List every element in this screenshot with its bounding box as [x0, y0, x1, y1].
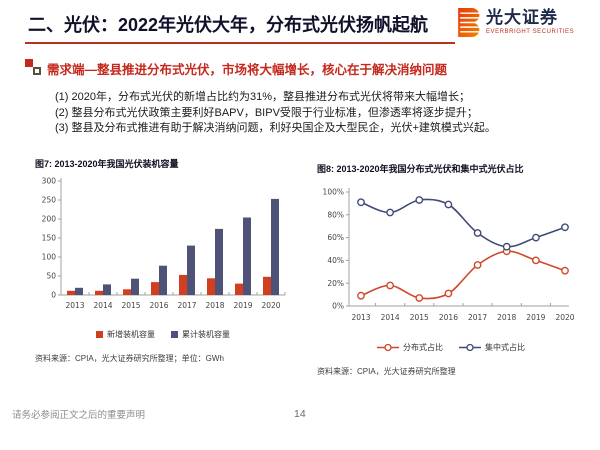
svg-text:2014: 2014	[381, 313, 400, 322]
svg-text:2013: 2013	[65, 301, 84, 310]
legend-label: 累计装机容量	[182, 330, 230, 339]
legend-label: 集中式占比	[485, 343, 525, 352]
page-title: 二、光伏：2022年光伏大年，分布式光伏扬帆起航	[28, 15, 429, 35]
svg-text:100%: 100%	[323, 188, 344, 197]
figure-7-legend: 新增装机容量 累计装机容量	[35, 329, 291, 340]
title-underline	[25, 42, 455, 44]
legend-swatch-icon	[96, 331, 103, 338]
svg-text:2014: 2014	[93, 301, 112, 310]
svg-text:200: 200	[42, 215, 57, 224]
legend-item: 集中式占比	[459, 342, 525, 353]
figure-7-title: 图7: 2013-2020年我国光伏装机容量	[35, 159, 179, 169]
svg-text:100: 100	[42, 253, 57, 262]
logo-company-name-en: EVERBRIGHT SECURITIES	[486, 29, 575, 35]
svg-text:2013: 2013	[351, 313, 370, 322]
svg-text:2015: 2015	[410, 313, 429, 322]
overlap-squares-icon	[25, 59, 41, 75]
svg-text:50: 50	[46, 272, 56, 281]
page-number: 14	[294, 408, 306, 420]
svg-text:250: 250	[42, 196, 57, 205]
svg-text:80%: 80%	[327, 210, 344, 219]
svg-text:2016: 2016	[149, 301, 168, 310]
legend-swatch-icon	[377, 343, 399, 352]
svg-text:20%: 20%	[327, 279, 344, 288]
legend-label: 分布式占比	[403, 343, 443, 352]
logo-text-block: 光大证券 EVERBRIGHT SECURITIES	[486, 8, 574, 35]
legend-swatch-icon	[459, 343, 481, 352]
footer-disclaimer: 请务必参阅正文之后的重要声明	[12, 410, 146, 421]
bullet-point-2: (2) 整县分布式光伏政策主要利好BAPV，BIPV受限于行业标准，但渗透率将逐…	[55, 106, 478, 119]
svg-text:2018: 2018	[205, 301, 224, 310]
logo-company-name: 光大证券	[486, 8, 558, 27]
bar-chart-pv-capacity: 0 50 100 150 200 250 300 2013 2014 2015 2016 2017 20…	[42, 177, 286, 310]
figure-7-source: 资料来源：CPIA，光大证券研究所整理；单位：GWh	[35, 354, 224, 363]
svg-text:300: 300	[42, 177, 57, 186]
figure-8-title: 图8: 2013-2020年我国分布式光伏和集中式光伏占比	[317, 164, 524, 174]
svg-text:60%: 60%	[327, 233, 344, 242]
svg-text:2020: 2020	[555, 313, 574, 322]
svg-text:2015: 2015	[121, 301, 140, 310]
legend-swatch-icon	[171, 331, 178, 338]
section-heading: 需求端—整县推进分布式光伏，市场将大幅增长，核心在于解决消纳问题	[47, 63, 448, 77]
svg-text:2017: 2017	[468, 313, 487, 322]
bullet-list: (1) 2020年，分布式光伏的新增占比约为31%，整县推进分布式光伏将带来大幅…	[55, 90, 575, 137]
svg-text:150: 150	[42, 234, 57, 243]
svg-text:2017: 2017	[177, 301, 196, 310]
svg-text:2016: 2016	[439, 313, 458, 322]
figure-8-source: 资料来源：CPIA，光大证券研究所整理	[317, 367, 456, 376]
legend-label: 新增装机容量	[107, 330, 155, 339]
svg-text:0%: 0%	[332, 302, 344, 311]
bullet-point-1: (1) 2020年，分布式光伏的新增占比约为31%，整县推进分布式光伏将带来大幅…	[55, 91, 470, 103]
svg-text:2018: 2018	[497, 313, 516, 322]
svg-text:2019: 2019	[526, 313, 545, 322]
svg-text:0: 0	[51, 291, 56, 300]
figure-7: 图7: 2013-2020年我国光伏装机容量 0 50 100 150 200 250 30…	[35, 157, 291, 364]
legend-item: 累计装机容量	[171, 329, 230, 340]
figure-8: 图8: 2013-2020年我国分布式光伏和集中式光伏占比 0% 20% 40% 60…	[317, 162, 585, 377]
legend-item: 分布式占比	[377, 342, 443, 353]
legend-item: 新增装机容量	[96, 329, 155, 340]
svg-text:40%: 40%	[327, 256, 344, 265]
line-chart-pv-share: 0% 20% 40% 60% 80% 100% 2013 2014 2015 2016 2017 20…	[323, 188, 575, 322]
bullet-point-3: (3) 整县及分布式推进有助于解决消纳问题，利好央国企及大型民企，光伏+建筑模式…	[55, 122, 496, 134]
everbright-logo: 光大证券 EVERBRIGHT SECURITIES	[456, 8, 574, 37]
svg-text:2019: 2019	[233, 301, 252, 310]
everbright-logo-icon	[458, 8, 480, 37]
svg-text:2020: 2020	[261, 301, 280, 310]
figure-8-legend: 分布式占比 集中式占比	[317, 342, 585, 353]
